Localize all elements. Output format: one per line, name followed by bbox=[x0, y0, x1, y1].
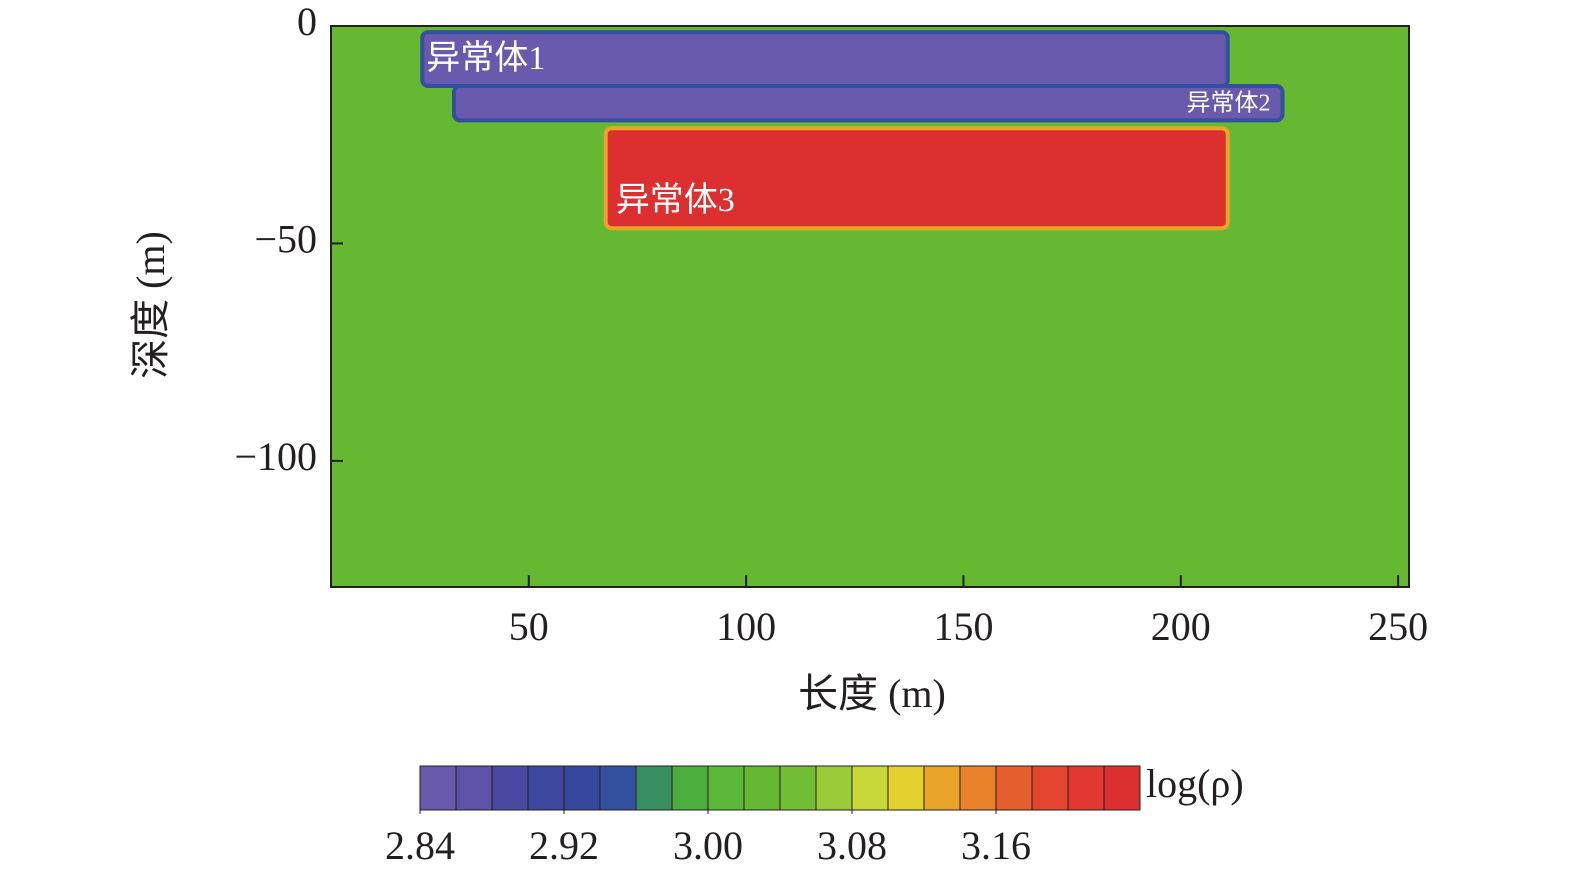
colorbar-cell bbox=[1103, 765, 1141, 811]
plot-frame bbox=[330, 25, 1410, 588]
colorbar-cell bbox=[743, 765, 781, 811]
colorbar-tick-label: 2.92 bbox=[529, 823, 599, 868]
anomaly-body bbox=[452, 84, 1285, 123]
colorbar-cell bbox=[707, 765, 745, 811]
colorbar-label: log(ρ) bbox=[1146, 761, 1244, 806]
colorbar-tick-label: 3.00 bbox=[673, 823, 743, 868]
y-tick-label: −100 bbox=[234, 434, 317, 479]
colorbar-tick-label: 3.16 bbox=[961, 823, 1031, 868]
colorbar-cell bbox=[1067, 765, 1105, 811]
x-tick-label: 250 bbox=[1368, 604, 1428, 649]
colorbar-cell bbox=[527, 765, 565, 811]
x-tick-label: 100 bbox=[716, 604, 776, 649]
colorbar-cell bbox=[923, 765, 961, 811]
x-tick-label: 200 bbox=[1151, 604, 1211, 649]
colorbar-cell bbox=[671, 765, 709, 811]
colorbar-cell bbox=[779, 765, 817, 811]
anomaly-label: 异常体3 bbox=[616, 182, 735, 219]
colorbar-tick-label: 2.84 bbox=[385, 823, 455, 868]
colorbar-cell bbox=[491, 765, 529, 811]
colorbar-cell bbox=[635, 765, 673, 811]
anomaly-body bbox=[603, 126, 1230, 231]
colorbar-cell bbox=[1031, 765, 1069, 811]
x-tick-label: 50 bbox=[509, 604, 549, 649]
x-tick-label: 150 bbox=[933, 604, 993, 649]
colorbar-cell bbox=[599, 765, 637, 811]
y-tick-label: 0 bbox=[297, 0, 317, 44]
anomaly-label: 异常体1 bbox=[426, 40, 545, 77]
x-axis-title: 长度 (m) bbox=[798, 671, 946, 716]
colorbar-cell bbox=[851, 765, 889, 811]
colorbar-cell bbox=[563, 765, 601, 811]
y-tick-label: −50 bbox=[254, 217, 317, 262]
colorbar-cell bbox=[455, 765, 493, 811]
anomaly-label: 异常体2 bbox=[1187, 90, 1271, 117]
colorbar-cell bbox=[995, 765, 1033, 811]
y-axis-title: 深度 (m) bbox=[128, 231, 173, 379]
colorbar-cell bbox=[959, 765, 997, 811]
colorbar-cell bbox=[419, 765, 457, 811]
colorbar-tick-label: 3.08 bbox=[817, 823, 887, 868]
colorbar-cell bbox=[887, 765, 925, 811]
colorbar-cell bbox=[815, 765, 853, 811]
